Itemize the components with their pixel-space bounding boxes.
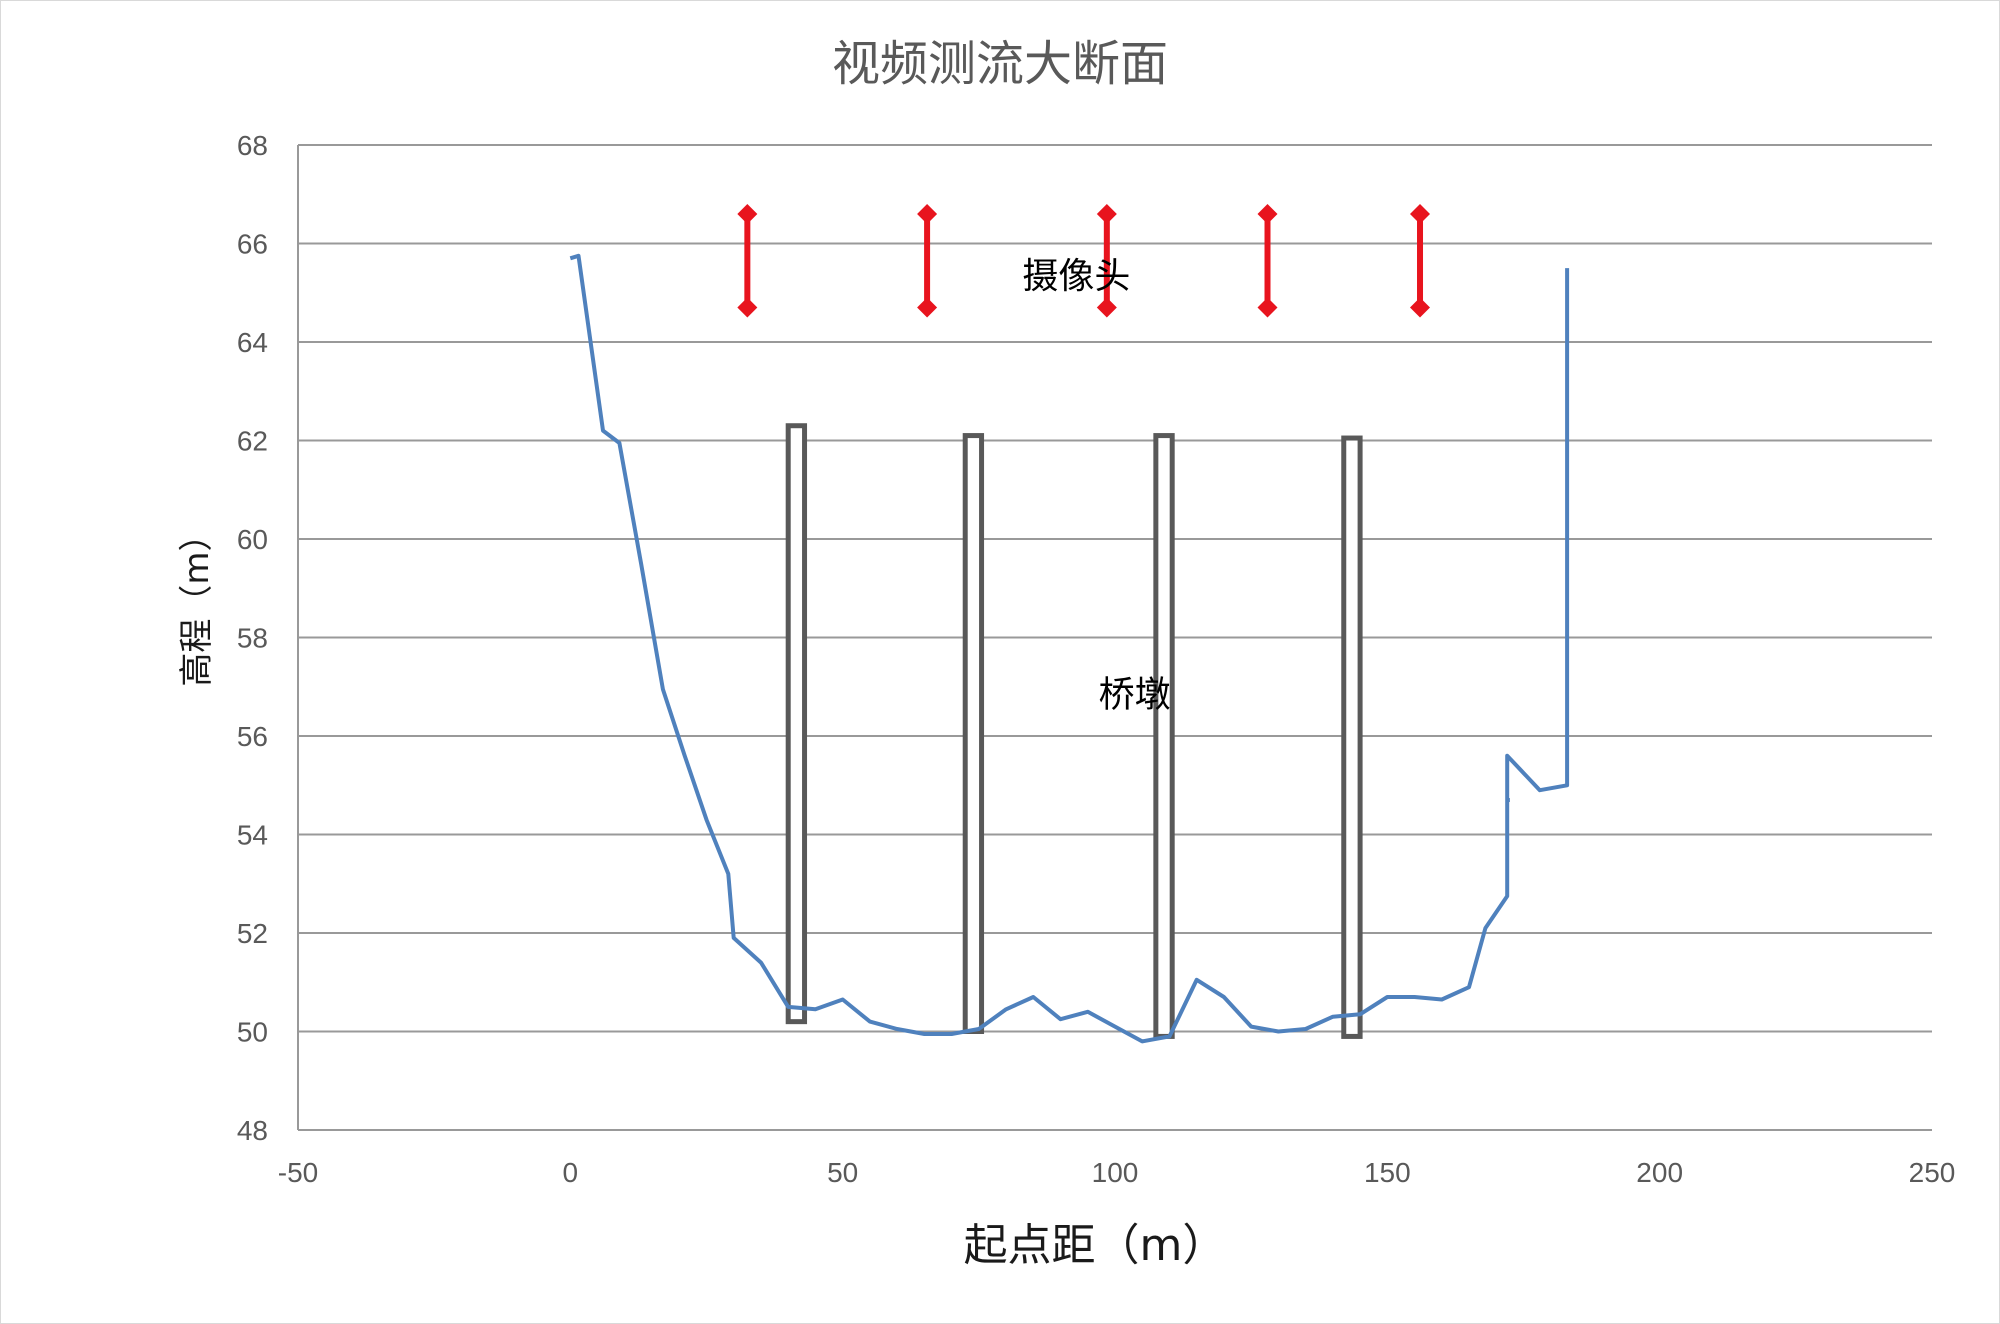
- y-tick-label: 52: [237, 918, 268, 949]
- camera-marker-bottom: [737, 297, 758, 318]
- pier-outline: [785, 423, 808, 1025]
- camera-3: [1096, 203, 1117, 318]
- y-tick-label: 64: [237, 327, 268, 358]
- chart-title: 视频测流大断面: [832, 36, 1168, 92]
- gridlines: [297, 144, 1932, 1131]
- x-axis-label: 起点距（m）: [964, 1220, 1227, 1271]
- x-tick-label: -50: [278, 1157, 318, 1188]
- camera-marker-top: [1257, 203, 1278, 224]
- pier-4: [1341, 435, 1363, 1039]
- x-tick-labels: -50 0 50 100 150 200 250: [278, 1157, 1956, 1188]
- y-tick-label: 48: [237, 1115, 268, 1146]
- x-tick-label: 250: [1909, 1157, 1956, 1188]
- y-tick-label: 50: [237, 1017, 268, 1048]
- camera-marker-bottom: [1257, 297, 1278, 318]
- y-tick-label: 54: [237, 820, 268, 851]
- camera-4: [1257, 203, 1278, 318]
- pier-1: [785, 423, 808, 1025]
- camera-label: 摄像头: [1022, 256, 1130, 297]
- camera-5: [1410, 203, 1431, 318]
- x-tick-label: 0: [563, 1157, 579, 1188]
- x-tick-label: 200: [1636, 1157, 1683, 1188]
- camera-marker-bottom: [1096, 297, 1117, 318]
- pier-3: [1153, 433, 1175, 1039]
- y-tick-label: 56: [237, 721, 268, 752]
- camera-marker-bottom: [1410, 297, 1431, 318]
- camera-marker-top: [1410, 203, 1431, 224]
- x-tick-label: 100: [1092, 1157, 1139, 1188]
- camera-marker-bottom: [917, 297, 938, 318]
- cameras: [737, 203, 1431, 318]
- camera-1: [737, 203, 758, 318]
- y-tick-label: 58: [237, 623, 268, 654]
- bridge-piers: [785, 423, 1363, 1039]
- y-tick-label: 66: [237, 229, 268, 260]
- y-tick-label: 68: [237, 130, 268, 161]
- y-tick-label: 60: [237, 524, 268, 555]
- camera-marker-top: [917, 203, 938, 224]
- cross-section-profile: [569, 253, 1570, 1044]
- pier-outline: [962, 433, 985, 1034]
- y-axis-label: 高程（m）: [177, 517, 217, 686]
- pier-2: [962, 433, 985, 1034]
- x-tick-label: 150: [1364, 1157, 1411, 1188]
- camera-marker-top: [737, 203, 758, 224]
- x-tick-label: 50: [827, 1157, 858, 1188]
- y-tick-label: 62: [237, 426, 268, 457]
- profile-line: [569, 253, 1570, 1044]
- camera-marker-top: [1096, 203, 1117, 224]
- pier-label: 桥墩: [1099, 674, 1171, 715]
- camera-2: [917, 203, 938, 318]
- y-tick-labels: 48 50 52 54 56 58 60 62 64 66 68: [237, 130, 268, 1146]
- pier-outline: [1341, 435, 1363, 1039]
- pier-outline: [1153, 433, 1175, 1039]
